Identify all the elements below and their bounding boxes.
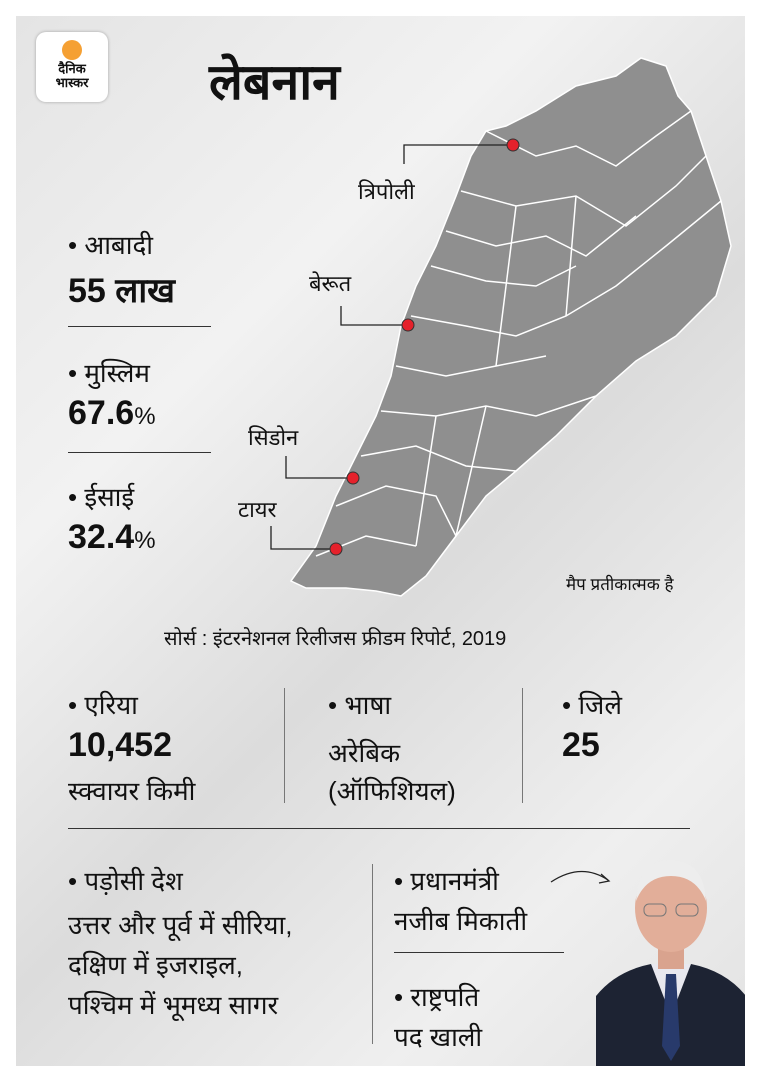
president-status: पद खाली bbox=[394, 1022, 483, 1052]
christian-label: • ईसाई bbox=[68, 482, 135, 512]
city-tyre: टायर bbox=[238, 497, 277, 522]
christian-value: 32.4% bbox=[68, 518, 156, 557]
logo-text-1: दैनिक bbox=[58, 61, 86, 76]
language-value: अरेबिक bbox=[328, 738, 401, 768]
infographic: दैनिक भास्कर लेबनान त्रिपोली बेरूत सिडोन… bbox=[16, 16, 745, 1066]
muslim-percent: 67.6 bbox=[68, 394, 135, 432]
divider bbox=[68, 452, 211, 453]
city-sidon: सिडोन bbox=[248, 425, 299, 450]
district-borders bbox=[315, 110, 722, 557]
lebanon-shape bbox=[289, 57, 732, 597]
arrow-icon bbox=[550, 870, 611, 884]
districts-label: • जिले bbox=[562, 690, 622, 720]
population-label: • आबादी bbox=[68, 230, 154, 260]
muslim-label: • मुस्लिम bbox=[68, 358, 150, 388]
percent-unit: % bbox=[134, 403, 156, 430]
area-unit: स्क्वायर किमी bbox=[68, 776, 196, 806]
sun-icon bbox=[62, 40, 82, 60]
language-note: (ऑफिशियल) bbox=[328, 776, 456, 806]
president-label: • राष्ट्रपति bbox=[394, 982, 480, 1012]
neighbors-label: • पड़ोसी देश bbox=[68, 866, 183, 896]
city-dot-beirut bbox=[401, 318, 415, 332]
divider bbox=[284, 688, 285, 803]
divider bbox=[68, 326, 211, 327]
neighbors-line: दक्षिण में इजराइल, bbox=[68, 950, 244, 980]
city-dot-tyre bbox=[329, 542, 343, 556]
pm-label: • प्रधानमंत्री bbox=[394, 866, 499, 896]
districts-value: 25 bbox=[562, 726, 600, 764]
city-tripoli: त्रिपोली bbox=[358, 179, 415, 204]
pm-photo bbox=[596, 860, 745, 1066]
lebanon-map bbox=[270, 57, 732, 597]
neighbors-line: पश्चिम में भूमध्य सागर bbox=[68, 990, 279, 1020]
christian-percent: 32.4 bbox=[68, 518, 135, 556]
leader-lines bbox=[270, 144, 513, 550]
pm-name: नजीब मिकाती bbox=[394, 906, 528, 936]
city-dot-sidon bbox=[346, 471, 360, 485]
population-value: 55 लाख bbox=[68, 272, 175, 310]
percent-unit: % bbox=[134, 527, 156, 554]
divider bbox=[372, 864, 373, 1044]
city-beirut: बेरूत bbox=[309, 271, 352, 296]
city-dot-tripoli bbox=[506, 138, 520, 152]
dainik-bhaskar-logo: दैनिक भास्कर bbox=[36, 32, 108, 102]
map-note: मैप प्रतीकात्मक है bbox=[566, 575, 674, 594]
logo-text-2: भास्कर bbox=[55, 75, 89, 90]
neighbors-line: उत्तर और पूर्व में सीरिया, bbox=[68, 910, 293, 940]
area-value: 10,452 bbox=[68, 726, 172, 764]
muslim-value: 67.6% bbox=[68, 394, 156, 433]
divider bbox=[68, 828, 690, 829]
divider bbox=[522, 688, 523, 803]
page-title: लेबनान bbox=[209, 54, 340, 110]
divider bbox=[394, 952, 564, 953]
language-label: • भाषा bbox=[328, 690, 392, 720]
source-text: सोर्स : इंटरनेशनल रिलीजस फ्रीडम रिपोर्ट,… bbox=[164, 628, 507, 650]
area-label: • एरिया bbox=[68, 690, 138, 720]
